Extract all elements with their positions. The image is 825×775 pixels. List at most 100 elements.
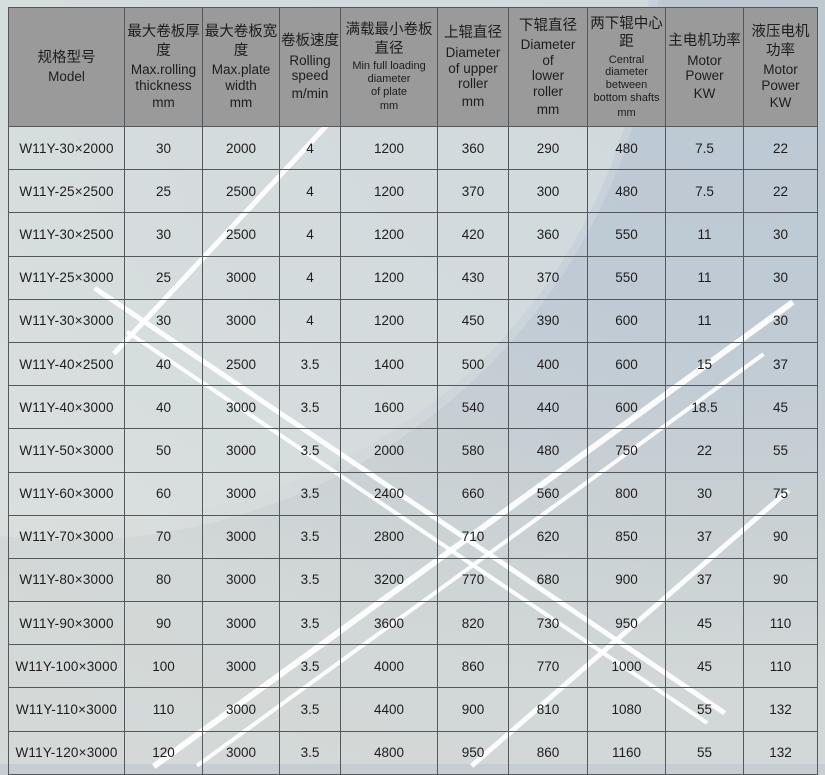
cell-central_diameter_bottom_shafts: 480 bbox=[587, 169, 666, 214]
cell-rolling_speed: 3.5 bbox=[279, 557, 341, 603]
cell-model: W11Y-100×3000 bbox=[8, 644, 125, 689]
cell-max_rolling_thickness: 110 bbox=[124, 687, 203, 732]
cell-rolling_speed: 3.5 bbox=[279, 514, 341, 559]
table-row: W11Y-30×3000 30 3000 4 1200 450 390 600 11 30 bbox=[8, 298, 818, 343]
cell-min_full_loading_diameter: 1200 bbox=[340, 298, 438, 343]
table-row: W11Y-90×3000 90 3000 3.5 3600 820 730 950 45 110 bbox=[8, 601, 818, 646]
cell-lower_roller_diameter: 370 bbox=[508, 255, 588, 300]
cell-motor_power: 55 bbox=[665, 687, 744, 732]
cell-model: W11Y-60×3000 bbox=[8, 471, 125, 516]
cell-hydraulic_motor_power: 30 bbox=[743, 212, 818, 257]
cropped-heading-text: specification of plate rolling machine bbox=[292, 0, 533, 1]
cell-lower_roller_diameter: 680 bbox=[508, 557, 588, 603]
column-header-en-line: between bbox=[605, 79, 648, 92]
column-header-en-line: diameter bbox=[605, 66, 648, 79]
cell-min_full_loading_diameter: 1200 bbox=[340, 125, 438, 171]
cell-upper_roller_diameter: 430 bbox=[437, 255, 509, 300]
column-header-unit: KW bbox=[693, 86, 716, 102]
cell-model: W11Y-30×2500 bbox=[8, 212, 125, 257]
cell-max_rolling_thickness: 40 bbox=[124, 385, 203, 430]
column-header-cn: 主电机功率 bbox=[668, 33, 741, 50]
cell-min_full_loading_diameter: 2000 bbox=[340, 428, 438, 473]
cell-hydraulic_motor_power: 45 bbox=[743, 385, 818, 430]
cell-motor_power: 7.5 bbox=[665, 169, 744, 214]
cell-hydraulic_motor_power: 37 bbox=[743, 341, 818, 387]
cell-max_rolling_thickness: 70 bbox=[124, 514, 203, 559]
cell-central_diameter_bottom_shafts: 1160 bbox=[587, 730, 666, 775]
column-header-max_plate_width: 最大卷板宽度 Max.plate width mm bbox=[202, 7, 280, 127]
cell-hydraulic_motor_power: 110 bbox=[743, 644, 818, 689]
cell-hydraulic_motor_power: 55 bbox=[743, 428, 818, 473]
cell-motor_power: 37 bbox=[665, 514, 744, 559]
column-header-en-line: Model bbox=[48, 69, 85, 85]
column-header-en-line: roller bbox=[532, 84, 563, 100]
column-header-en-line: Min full loading bbox=[352, 60, 426, 73]
column-header-max_rolling_thickness: 最大卷板厚度 Max.rolling thickness mm bbox=[124, 7, 203, 127]
table-row: W11Y-40×3000 40 3000 3.5 1600 540 440 600 18.5 45 bbox=[8, 385, 818, 430]
cell-motor_power: 37 bbox=[665, 557, 744, 603]
cell-upper_roller_diameter: 770 bbox=[437, 557, 509, 603]
column-header-cn: 两下辊中心距 bbox=[590, 15, 663, 51]
column-header-en-line: lower bbox=[531, 68, 565, 84]
cell-lower_roller_diameter: 560 bbox=[508, 471, 588, 516]
cell-upper_roller_diameter: 820 bbox=[437, 601, 509, 646]
cell-hydraulic_motor_power: 22 bbox=[743, 125, 818, 171]
cell-motor_power: 22 bbox=[665, 428, 744, 473]
column-header-unit: KW bbox=[769, 95, 792, 111]
column-header-upper_roller_diameter: 上辊直径 Diameter of upper roller mm bbox=[437, 7, 509, 127]
cell-central_diameter_bottom_shafts: 600 bbox=[587, 341, 666, 387]
cell-central_diameter_bottom_shafts: 900 bbox=[587, 557, 666, 603]
column-header-cn: 上辊直径 bbox=[444, 25, 502, 42]
cell-motor_power: 30 bbox=[665, 471, 744, 516]
cell-upper_roller_diameter: 540 bbox=[437, 385, 509, 430]
column-header-min_full_loading_diameter: 满载最小卷板直径 Min full loading diameter of plate… bbox=[340, 7, 438, 127]
cell-central_diameter_bottom_shafts: 480 bbox=[587, 125, 666, 171]
cell-max_rolling_thickness: 30 bbox=[124, 298, 203, 343]
cell-rolling_speed: 4 bbox=[279, 212, 341, 257]
column-header-en-line: Max.rolling bbox=[130, 62, 197, 78]
cell-upper_roller_diameter: 450 bbox=[437, 298, 509, 343]
cell-upper_roller_diameter: 500 bbox=[437, 341, 509, 387]
cell-central_diameter_bottom_shafts: 1000 bbox=[587, 644, 666, 689]
cell-model: W11Y-90×3000 bbox=[8, 601, 125, 646]
cell-lower_roller_diameter: 480 bbox=[508, 428, 588, 473]
cell-central_diameter_bottom_shafts: 550 bbox=[587, 255, 666, 300]
cell-max_plate_width: 3000 bbox=[202, 557, 280, 603]
column-header-en-line: diameter bbox=[367, 72, 411, 85]
column-header-en-line: Motor bbox=[763, 62, 798, 78]
column-header-motor_power: 主电机功率 Motor Power KW bbox=[665, 7, 744, 127]
cell-model: W11Y-30×2000 bbox=[8, 125, 125, 171]
cell-max_plate_width: 3000 bbox=[202, 255, 280, 300]
cell-central_diameter_bottom_shafts: 600 bbox=[587, 298, 666, 343]
column-header-model: 规格型号 Model bbox=[8, 7, 125, 127]
cell-lower_roller_diameter: 620 bbox=[508, 514, 588, 559]
table-header: 规格型号 Model 最大卷板厚度 Max.rolling thickness mm 最大卷… bbox=[8, 7, 818, 127]
cell-rolling_speed: 3.5 bbox=[279, 428, 341, 473]
cell-rolling_speed: 3.5 bbox=[279, 471, 341, 516]
column-header-en-line: of plate bbox=[370, 85, 408, 98]
column-header-rolling_speed: 卷板速度 Rolling speed m/min bbox=[279, 7, 341, 127]
cell-min_full_loading_diameter: 3200 bbox=[340, 557, 438, 603]
cell-central_diameter_bottom_shafts: 800 bbox=[587, 471, 666, 516]
cell-max_rolling_thickness: 80 bbox=[124, 557, 203, 603]
cell-rolling_speed: 4 bbox=[279, 298, 341, 343]
column-header-unit: mm bbox=[536, 101, 560, 117]
cell-upper_roller_diameter: 360 bbox=[437, 125, 509, 171]
cell-central_diameter_bottom_shafts: 850 bbox=[587, 514, 666, 559]
column-header-en-line: of upper bbox=[448, 60, 498, 76]
cell-rolling_speed: 3.5 bbox=[279, 644, 341, 689]
column-header-en-line: of bbox=[542, 52, 554, 68]
cell-lower_roller_diameter: 400 bbox=[508, 341, 588, 387]
table-row: W11Y-120×3000 120 3000 3.5 4800 950 860 1160 55 1… bbox=[8, 730, 818, 775]
table-row: W11Y-110×3000 110 3000 3.5 4400 900 810 1080 55 1… bbox=[8, 687, 818, 732]
cell-rolling_speed: 3.5 bbox=[279, 385, 341, 430]
cell-min_full_loading_diameter: 4800 bbox=[340, 730, 438, 775]
cell-max_plate_width: 3000 bbox=[202, 298, 280, 343]
cell-central_diameter_bottom_shafts: 950 bbox=[587, 601, 666, 646]
column-header-unit: mm bbox=[461, 93, 485, 109]
cell-model: W11Y-25×2500 bbox=[8, 169, 125, 214]
column-header-unit: mm bbox=[152, 95, 175, 111]
cell-min_full_loading_diameter: 4400 bbox=[340, 687, 438, 732]
cell-model: W11Y-40×2500 bbox=[8, 341, 125, 387]
table-row: W11Y-40×2500 40 2500 3.5 1400 500 400 600 15 37 bbox=[8, 341, 818, 387]
